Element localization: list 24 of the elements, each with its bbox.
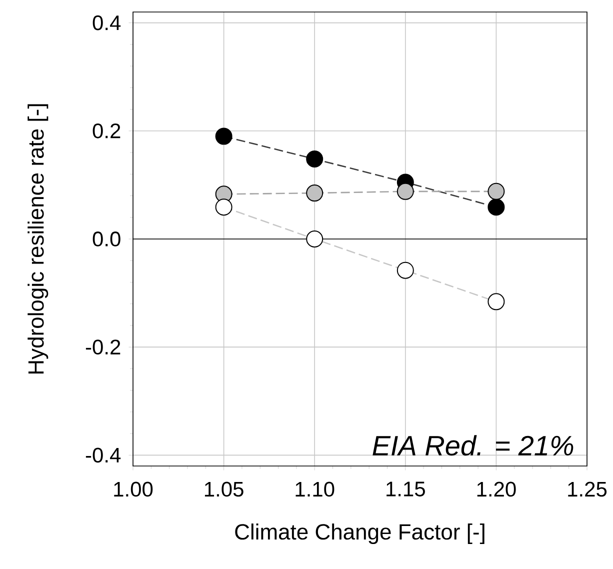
- x-tick-label: 1.00: [114, 482, 153, 497]
- x-tick-label: 1.05: [204, 482, 244, 497]
- point: [306, 184, 324, 202]
- x-axis-title: Climate Change Factor [-]: [235, 524, 484, 544]
- y-tick-label: 0.2: [92, 123, 120, 138]
- y-tick-label: 0.0: [92, 232, 120, 246]
- point: [488, 293, 505, 310]
- point: [306, 150, 324, 168]
- annotation: EIA Red. = 21%: [372, 435, 574, 456]
- point: [396, 262, 414, 279]
- y-tick-label: -0.4: [86, 448, 121, 463]
- x-tick-label: 1.20: [477, 482, 516, 497]
- x-tick-label: 1.10: [296, 482, 334, 497]
- y-tick-label: 0.4: [92, 15, 121, 30]
- x-tick-label: 1.15: [386, 482, 425, 496]
- point: [488, 198, 505, 216]
- point: [306, 230, 324, 248]
- point: [488, 182, 505, 200]
- point: [215, 128, 232, 145]
- point: [215, 198, 232, 216]
- x-tick-label: 1.25: [568, 482, 607, 497]
- y-tick-label: -0.2: [86, 340, 120, 355]
- y-axis-title: Hydrologic resilience rate [-]: [28, 104, 48, 374]
- point: [396, 182, 414, 200]
